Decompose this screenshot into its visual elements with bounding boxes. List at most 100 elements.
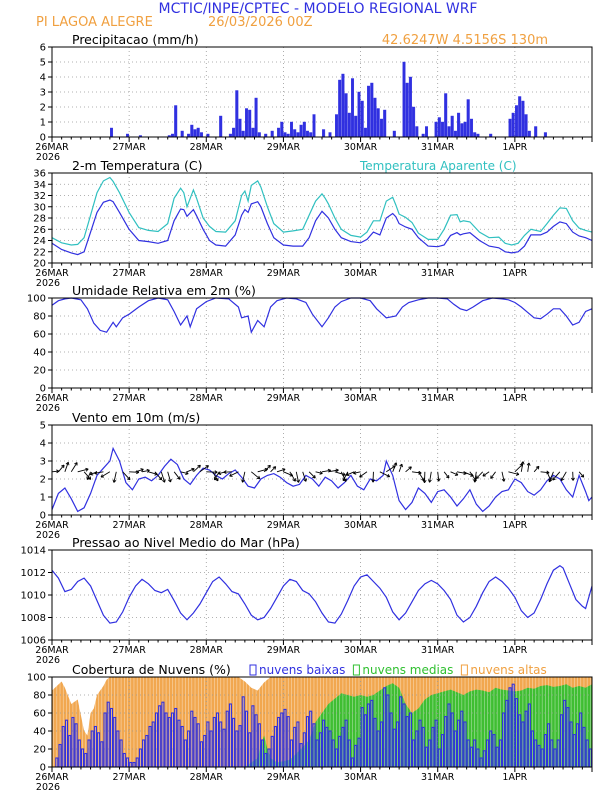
wind-arrow-head xyxy=(197,464,201,469)
x-tick-label: 29MAR xyxy=(267,268,301,279)
x-tick-label: 31MAR xyxy=(421,645,455,656)
wind-arrow-head xyxy=(229,473,233,477)
panel-title: 2-m Temperatura (C) xyxy=(72,158,203,173)
wind-arrow-head xyxy=(580,474,585,478)
bar-precipitacao xyxy=(280,121,284,138)
wind-arrow-head xyxy=(475,475,480,479)
wind-arrow xyxy=(64,462,69,472)
panel-title: Vento em 10m (m/s) xyxy=(72,410,200,425)
wind-arrow xyxy=(173,471,181,480)
wind-arrow xyxy=(520,461,524,472)
bar-precipitacao xyxy=(302,121,306,138)
x-tick-label: 27MAR xyxy=(112,142,146,153)
x-tick-label: 26MAR xyxy=(35,520,69,531)
x-tick-label: 30MAR xyxy=(344,268,378,279)
bar-precipitacao xyxy=(254,97,258,138)
wind-arrow xyxy=(548,471,554,483)
x-tick-label: 31MAR xyxy=(421,520,455,531)
bar-precipitacao xyxy=(251,127,255,138)
y-tick-label: 0 xyxy=(40,133,46,144)
coords-label: 42.6247W 4.5156S 130m xyxy=(382,33,548,48)
bar-precipitacao xyxy=(109,127,114,138)
wind-arrow-head xyxy=(126,476,131,481)
wind-arrow xyxy=(263,464,271,473)
wind-arrow-head xyxy=(168,478,172,483)
bar-precipitacao xyxy=(312,114,316,138)
wind-arrow-head xyxy=(386,473,391,478)
y-tick-label: 26 xyxy=(33,225,46,236)
legend-swatch xyxy=(460,664,468,676)
run-date-label: 26/03/2026 00Z xyxy=(208,15,313,30)
panel-pressure: 1006 1008 1010 1012 1014 26MAR 27MAR 28MAR 29MAR… xyxy=(21,535,593,666)
x-tick-label: 31MAR xyxy=(421,393,455,404)
wind-arrow xyxy=(86,471,91,480)
y-tick-label: 60 xyxy=(33,330,46,341)
x-tick-label: 1APR xyxy=(502,772,527,783)
bar-precipitacao xyxy=(347,112,351,138)
wind-arrow-head xyxy=(267,464,271,469)
wind-arrow xyxy=(295,471,300,483)
bar-precipitacao xyxy=(363,127,367,138)
y-tick-label: 22 xyxy=(33,247,46,258)
wind-arrow xyxy=(229,471,239,477)
y-tick-label: 1012 xyxy=(21,568,46,579)
wind-arrow xyxy=(199,465,209,473)
legend-label: nuvens medias xyxy=(362,663,453,677)
line-Temperatura-Aparente-C- xyxy=(51,176,593,246)
wind-arrow xyxy=(321,469,331,473)
wind-arrow-head xyxy=(292,478,296,482)
bar-precipitacao xyxy=(241,130,245,138)
wind-arrow-head xyxy=(272,466,277,470)
bar-precipitacao xyxy=(341,73,345,138)
wind-arrow xyxy=(429,471,432,483)
line-2-m-Temperatura-C- xyxy=(51,199,593,256)
panel-clouds: 0 20 40 60 80 100 26MAR 27MAR 28MAR 29MAR 30MAR 31M… xyxy=(27,662,593,792)
bar-precipitacao xyxy=(444,93,448,138)
wind-arrow xyxy=(193,464,201,473)
wind-arrow xyxy=(474,471,477,483)
bar-precipitacao xyxy=(370,82,374,138)
x-tick-label: 27MAR xyxy=(112,520,146,531)
bar-precipitacao xyxy=(392,130,396,138)
wind-arrow xyxy=(186,468,195,473)
bar-precipitacao xyxy=(527,130,531,138)
wind-arrow xyxy=(113,471,117,483)
wind-arrow xyxy=(450,471,459,476)
y-tick-label: 32 xyxy=(33,191,46,202)
wind-arrow-head xyxy=(185,471,189,476)
bar-precipitacao xyxy=(441,121,445,138)
wind-arrow xyxy=(456,471,467,475)
wind-arrow-head xyxy=(282,468,286,472)
y-tick-label: 40 xyxy=(33,727,46,738)
bar-precipitacao xyxy=(335,114,339,138)
bar-precipitacao xyxy=(466,99,470,138)
wind-arrow xyxy=(359,471,368,478)
panel-humidity: 0 20 40 60 80 100 26MAR 27MAR 28MAR 29MAR 30MAR 31M… xyxy=(27,283,593,414)
y-tick-label: 1008 xyxy=(21,613,46,624)
wind-arrow-head xyxy=(399,463,403,468)
y-tick-label: 24 xyxy=(33,236,46,247)
wind-arrow-head xyxy=(177,476,181,480)
wind-arrow-head xyxy=(422,479,427,484)
y-tick-label: 34 xyxy=(33,180,46,191)
y-tick-label: 30 xyxy=(33,202,46,213)
bar-precipitacao xyxy=(415,126,419,138)
line-vento xyxy=(51,446,593,513)
legend-label: nuvens altas xyxy=(470,663,546,677)
y-tick-label: 1 xyxy=(40,118,46,129)
x-tick-label: 29MAR xyxy=(267,393,301,404)
bar-precipitacao xyxy=(437,117,441,138)
bar-precipitacao xyxy=(344,93,348,138)
wind-arrow-head xyxy=(408,466,412,470)
wind-arrow xyxy=(398,463,403,472)
bar-precipitacao xyxy=(521,100,525,138)
bar-precipitacao xyxy=(380,118,384,138)
wind-arrow-head xyxy=(346,472,350,477)
panel-precip: 0 1 2 3 4 5 6 26MAR 27MAR 28MAR 29MAR 30MAR 31MAR 1AP… xyxy=(35,32,593,163)
bar-precipitacao xyxy=(425,126,429,138)
bar-precipitacao xyxy=(193,129,197,138)
y-tick-label: 1014 xyxy=(21,546,46,557)
panel-title-right: Temperatura Aparente (C) xyxy=(359,159,517,173)
wind-arrow xyxy=(353,471,361,474)
legend-swatch xyxy=(249,664,257,676)
